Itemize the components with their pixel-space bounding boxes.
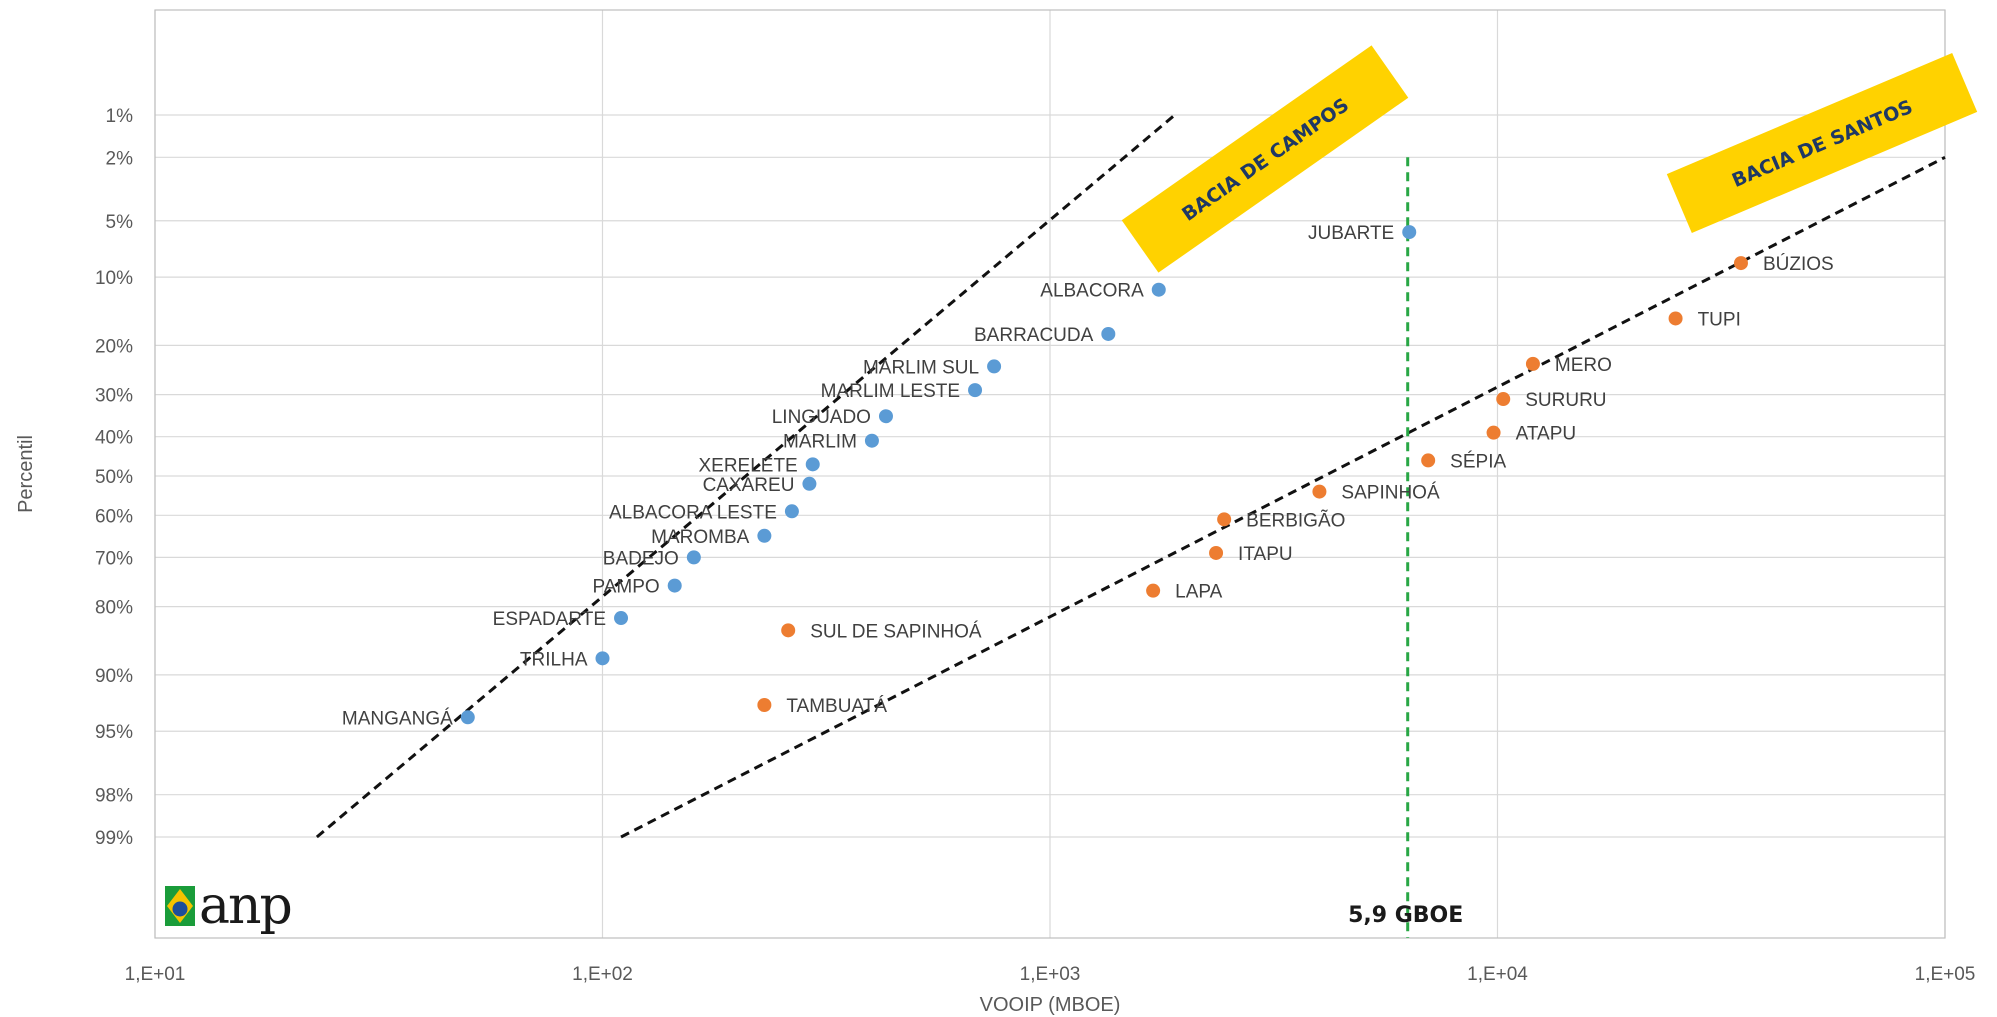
banner-background [1121, 45, 1409, 273]
anp-logo: anp [165, 876, 293, 936]
data-point [595, 651, 610, 666]
data-point-label: TRILHA [520, 649, 588, 670]
data-point [1668, 311, 1683, 326]
data-point [864, 433, 879, 448]
data-point [781, 623, 796, 638]
data-point-label: TUPI [1698, 309, 1741, 330]
data-point-label: ESPADARTE [493, 609, 606, 630]
data-point [802, 476, 817, 491]
data-point-label: PAMPO [592, 577, 659, 598]
data-point [686, 550, 701, 565]
data-point-label: ATAPU [1516, 424, 1577, 445]
x-tick-label: 1,E+03 [1020, 964, 1081, 985]
data-point-label: ALBACORA [1040, 281, 1144, 302]
data-point-label: ALBACORA LESTE [609, 502, 777, 523]
gridlines [154, 10, 1946, 938]
data-point-label: MAROMBA [651, 527, 750, 548]
data-point-label: MARLIM SUL [863, 357, 979, 378]
y-tick-label: 90% [95, 666, 133, 687]
data-point-label: TAMBUATÁ [786, 696, 887, 717]
data-point-label: LINGUADO [772, 407, 871, 428]
data-point [1146, 583, 1161, 598]
y-tick-label: 60% [95, 506, 133, 527]
data-point-label: SURURU [1525, 390, 1606, 411]
y-tick-labels: 1% 2% 5% 10% 20% 30% 40% 50% 60% 70% 80% 90% 95% 98% 9… [95, 106, 133, 849]
data-point-label: BERBIGÃO [1246, 509, 1345, 531]
banners: BACIA DE CAMPOS BACIA DE SANTOS [1121, 45, 1978, 273]
data-point [1402, 225, 1417, 240]
y-tick-label: 2% [106, 148, 134, 169]
data-point [757, 528, 772, 543]
data-point [1209, 545, 1224, 560]
anp-logo-wordmark: anp [199, 876, 293, 936]
data-point-label: SUL DE SAPINHOÁ [810, 621, 982, 642]
data-point-label: MARLIM [783, 432, 857, 453]
basin-banner: BACIA DE SANTOS [1666, 52, 1978, 234]
y-tick-label: 5% [106, 212, 134, 233]
y-tick-label: 80% [95, 598, 133, 619]
reference-line-label: 5,9 GBOE [1348, 903, 1463, 928]
trend-lines [315, 113, 1946, 839]
y-tick-label: 10% [95, 268, 133, 289]
y-tick-label: 20% [95, 336, 133, 357]
y-tick-label: 40% [95, 428, 133, 449]
data-point [987, 359, 1002, 374]
x-tick-label: 1,E+01 [125, 964, 186, 985]
data-point [784, 504, 799, 519]
trend-line [315, 113, 1176, 839]
data-point [1312, 484, 1327, 499]
data-point-label: ITAPU [1238, 544, 1293, 565]
data-point [1525, 356, 1540, 371]
x-tick-labels: 1,E+01 1,E+02 1,E+03 1,E+04 1,E+05 [125, 964, 1976, 985]
data-point-label: XERELETE [698, 455, 797, 476]
data-point-label: JUBARTE [1308, 223, 1394, 244]
x-axis-title: VOOIP (MBOE) [980, 994, 1121, 1016]
data-point [1486, 425, 1501, 440]
data-point-label: SAPINHOÁ [1341, 483, 1440, 504]
plot-area-border [154, 9, 1946, 939]
data-point-label: LAPA [1175, 582, 1223, 603]
y-tick-label: 30% [95, 386, 133, 407]
y-tick-label: 99% [95, 828, 133, 849]
data-point [614, 611, 629, 626]
data-point [878, 409, 893, 424]
data-point-label: BARRACUDA [974, 325, 1094, 346]
y-tick-label: 95% [95, 722, 133, 743]
y-tick-label: 98% [95, 786, 133, 807]
banner-text: BACIA DE CAMPOS [1178, 94, 1353, 226]
y-axis-title: Percentil [15, 435, 37, 513]
data-point-label: MARLIM LESTE [821, 381, 960, 402]
data-point [1101, 326, 1116, 341]
y-tick-label: 50% [95, 467, 133, 488]
data-point-label: BADEJO [603, 548, 679, 569]
x-tick-label: 1,E+02 [572, 964, 633, 985]
x-tick-label: 1,E+05 [1915, 964, 1976, 985]
data-point [460, 710, 475, 725]
data-point [968, 383, 983, 398]
data-point [1217, 512, 1232, 527]
x-tick-label: 1,E+04 [1467, 964, 1528, 985]
data-point-label: MERO [1555, 355, 1612, 376]
y-tick-label: 70% [95, 548, 133, 569]
reference-line: 5,9 GBOE [1348, 157, 1463, 938]
data-point-label: MANGANGÁ [342, 708, 453, 729]
data-point-label: SÉPIA [1450, 451, 1506, 472]
data-point [1496, 392, 1511, 407]
banner-background [1666, 52, 1978, 234]
anp-emblem-icon [165, 886, 195, 926]
data-point [757, 698, 772, 713]
y-tick-label: 1% [106, 106, 134, 127]
trend-line [620, 155, 1946, 839]
data-point-label: CAXAREU [703, 475, 795, 496]
data-point [805, 457, 820, 472]
data-point [1151, 282, 1166, 297]
data-point [1733, 256, 1748, 271]
point-labels: JUBARTE ALBACORA BARRACUDA MARLIM SUL MARLIM… [342, 223, 1834, 729]
data-point [1421, 453, 1436, 468]
data-points [460, 225, 1748, 725]
data-point-label: BÚZIOS [1763, 253, 1834, 275]
data-point [667, 578, 682, 593]
